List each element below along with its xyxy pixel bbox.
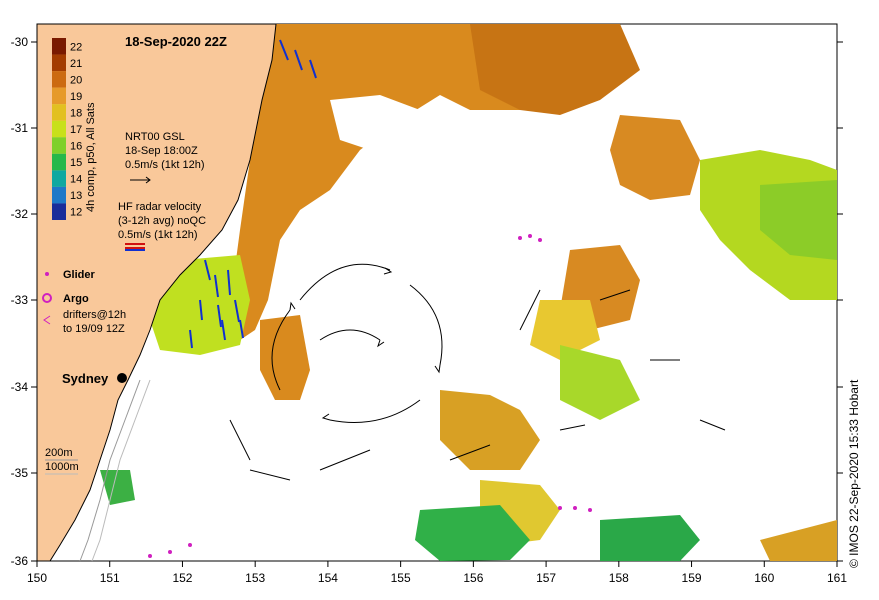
lon-tick-label: 154 [318, 571, 338, 585]
lon-axis: 150 151 152 153 154 155 156 157 158 159 160 161 [27, 561, 847, 585]
hf-radar-vectors [189, 39, 317, 349]
colorbar-swatch [52, 87, 66, 105]
gsl-time: 18-Sep 18:00Z [125, 145, 198, 157]
colorbar-swatch [52, 71, 66, 88]
colorbar-tick-label: 19 [70, 91, 82, 103]
colorbar-swatch [52, 203, 66, 220]
lon-tick-label: 156 [463, 571, 483, 585]
isobath-label-1000m: 1000m [45, 461, 79, 473]
colorbar-swatch [52, 54, 66, 72]
colorbar-tick-label: 20 [70, 74, 82, 86]
lon-tick-label: 155 [391, 571, 411, 585]
gsl-scale: 0.5m/s (1kt 12h) [125, 159, 204, 171]
colorbar-swatch [52, 38, 66, 55]
colorbar-tick-label: 14 [70, 174, 82, 186]
lon-tick-label: 150 [27, 571, 47, 585]
hf-avg: (3-12h avg) noQC [118, 215, 206, 227]
lat-tick-label: -32 [11, 207, 29, 221]
colorbar: 22 21 20 19 18 17 16 15 14 13 12 [52, 38, 82, 220]
lat-tick-label: -33 [11, 293, 29, 307]
glider-legend: Glider [63, 269, 96, 281]
map-title: 18-Sep-2020 22Z [125, 34, 227, 49]
colorbar-tick-label: 18 [70, 107, 82, 119]
colorbar-swatch [52, 153, 66, 171]
argo-icon [42, 293, 52, 303]
colorbar-swatch [52, 170, 66, 187]
lat-tick-label: -30 [11, 35, 29, 49]
colorbar-swatch [52, 104, 66, 121]
gsl-arrow-icon [130, 176, 151, 184]
glider-icon [45, 272, 49, 276]
lat-tick-label: -35 [11, 466, 29, 480]
argo-legend: Argo [63, 293, 89, 305]
hf-arrow-icon [125, 243, 145, 249]
hf-scale: 0.5m/s (1kt 12h) [118, 229, 197, 241]
sydney-label: Sydney [62, 371, 109, 386]
lon-tick-label: 152 [172, 571, 192, 585]
lat-tick-label: -34 [11, 380, 29, 394]
gsl-title: NRT00 GSL [125, 131, 185, 143]
lon-tick-label: 158 [609, 571, 629, 585]
lon-tick-label: 157 [536, 571, 556, 585]
colorbar-swatch [52, 137, 66, 154]
colorbar-swatch [52, 186, 66, 204]
lon-tick-label: 153 [245, 571, 265, 585]
lat-axis: -30 -31 -32 -33 -34 -35 -36 [11, 35, 843, 568]
lon-tick-label: 151 [100, 571, 120, 585]
lat-tick-label: -31 [11, 121, 29, 135]
colorbar-swatch [52, 120, 66, 138]
lat-tick-label: -36 [11, 554, 29, 568]
colorbar-label: 4h comp, p50, All Sats [85, 102, 97, 212]
isobath-lines [79, 379, 141, 562]
drifters-legend-1: drifters@12h [63, 309, 126, 321]
credit-label: © IMOS 22-Sep-2020 15:33 Hobart [847, 379, 861, 568]
sydney-marker [117, 373, 127, 383]
drifters-legend-2: to 19/09 12Z [63, 323, 125, 335]
land-australia [36, 23, 277, 562]
hf-title: HF radar velocity [118, 201, 202, 213]
glider-argo-markers [148, 234, 592, 558]
sst-field [100, 24, 837, 561]
colorbar-tick-label: 16 [70, 141, 82, 153]
isobath-label-200m: 200m [45, 447, 73, 459]
lon-tick-label: 161 [827, 571, 847, 585]
colorbar-tick-label: 13 [70, 190, 82, 202]
colorbar-tick-label: 17 [70, 124, 82, 136]
lon-tick-label: 159 [682, 571, 702, 585]
lon-tick-label: 160 [754, 571, 774, 585]
current-vectors [229, 263, 726, 481]
colorbar-tick-label: 15 [70, 157, 82, 169]
drifters-icon [43, 315, 51, 325]
colorbar-tick-label: 12 [70, 207, 82, 219]
colorbar-tick-label: 22 [70, 41, 82, 53]
colorbar-tick-label: 21 [70, 58, 82, 70]
